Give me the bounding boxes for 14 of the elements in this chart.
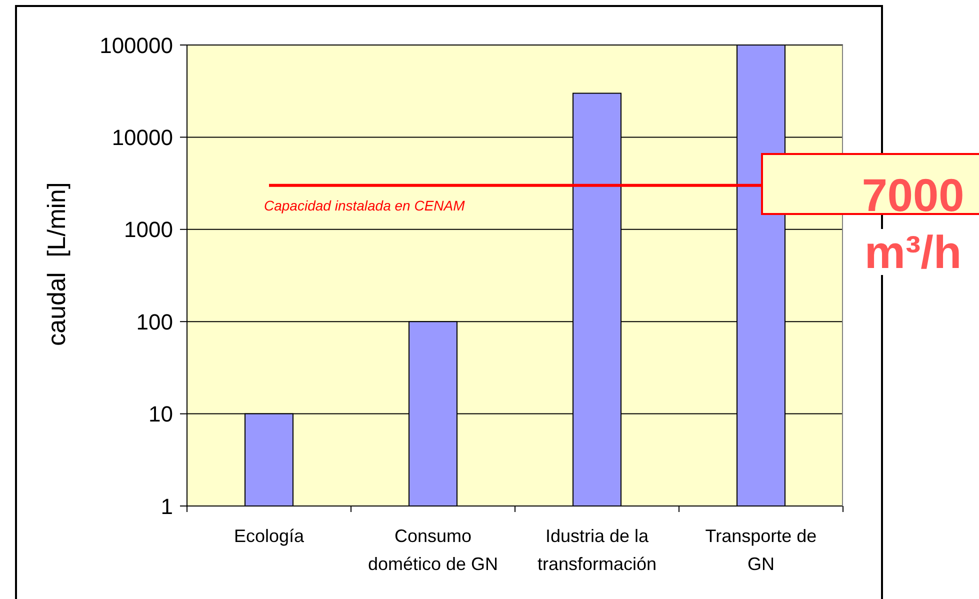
x-tick-label: Transporte de GN (705, 526, 817, 574)
y-axis-title: caudal [L/min] (43, 182, 71, 346)
text: m³/h (853, 226, 973, 278)
y-tick-label: 100000 (100, 32, 173, 58)
callout-box: 7000 (761, 153, 979, 215)
x-tick-label: Idustria de la transformación (537, 526, 657, 574)
x-tick-label: Ecología (234, 526, 306, 546)
y-tick-label: 1000 (124, 217, 173, 242)
ref-line-label: Capacidad instalada en CENAM (264, 197, 466, 214)
y-tick-label: 10000 (112, 125, 173, 150)
y-tick-label: 10 (148, 402, 173, 427)
y-tick-label: 100 (136, 309, 173, 334)
x-tick-label: Consumo domético de GN (368, 526, 498, 574)
y-tick-label: 1 (160, 494, 173, 519)
